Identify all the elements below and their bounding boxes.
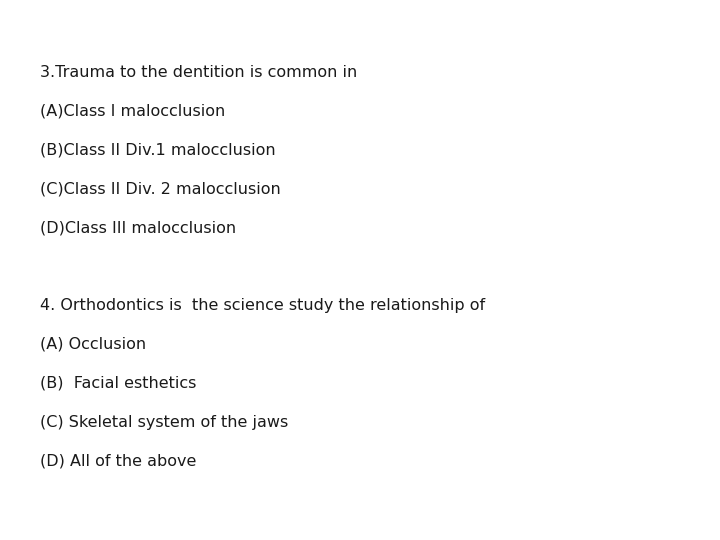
Text: (B)  Facial esthetics: (B) Facial esthetics [40, 376, 196, 391]
Text: (D)Class III malocclusion: (D)Class III malocclusion [40, 220, 235, 235]
Text: (A) Occlusion: (A) Occlusion [40, 337, 145, 352]
Text: (D) All of the above: (D) All of the above [40, 454, 196, 469]
Text: 4. Orthodontics is  the science study the relationship of: 4. Orthodontics is the science study the… [40, 298, 485, 313]
Text: (A)Class I malocclusion: (A)Class I malocclusion [40, 104, 225, 119]
Text: (C)Class II Div. 2 malocclusion: (C)Class II Div. 2 malocclusion [40, 181, 280, 197]
Text: 3.Trauma to the dentition is common in: 3.Trauma to the dentition is common in [40, 65, 357, 80]
Text: (C) Skeletal system of the jaws: (C) Skeletal system of the jaws [40, 415, 288, 430]
Text: (B)Class II Div.1 malocclusion: (B)Class II Div.1 malocclusion [40, 143, 275, 158]
